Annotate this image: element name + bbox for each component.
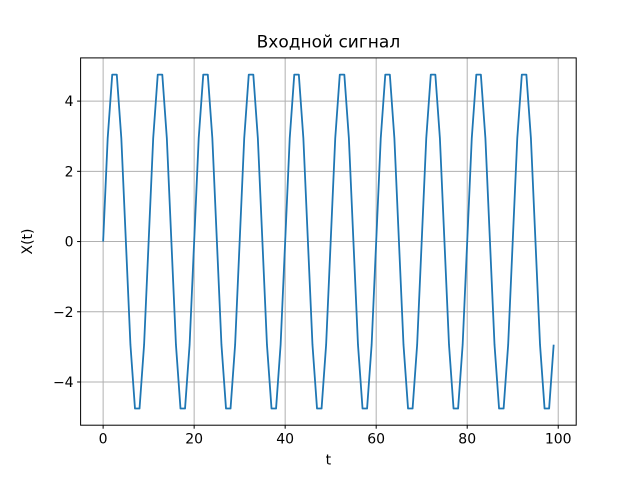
y-tick-label: 2 (65, 164, 74, 180)
x-tick-label: 20 (185, 432, 203, 448)
signal-line (102, 73, 555, 410)
x-tick-label: 100 (545, 432, 572, 448)
x-tick-labels: 0 20 40 60 80 100 (99, 432, 572, 448)
x-tick-label: 60 (367, 432, 385, 448)
y-tick-label: 0 (65, 235, 74, 251)
y-tick-label: 4 (65, 94, 74, 110)
x-tick-label: 40 (276, 432, 294, 448)
y-tick-labels: −4 −2 0 2 4 (53, 94, 74, 391)
x-tick-label: 0 (99, 432, 108, 448)
y-axis-label: X(t) (20, 228, 36, 254)
y-tick-label: −2 (53, 305, 74, 321)
chart-title: Входной сигнал (257, 33, 401, 53)
y-tick-label: −4 (53, 375, 74, 391)
x-tick-label: 80 (458, 432, 476, 448)
x-axis-label: t (326, 453, 332, 469)
tick-marks (77, 100, 559, 429)
